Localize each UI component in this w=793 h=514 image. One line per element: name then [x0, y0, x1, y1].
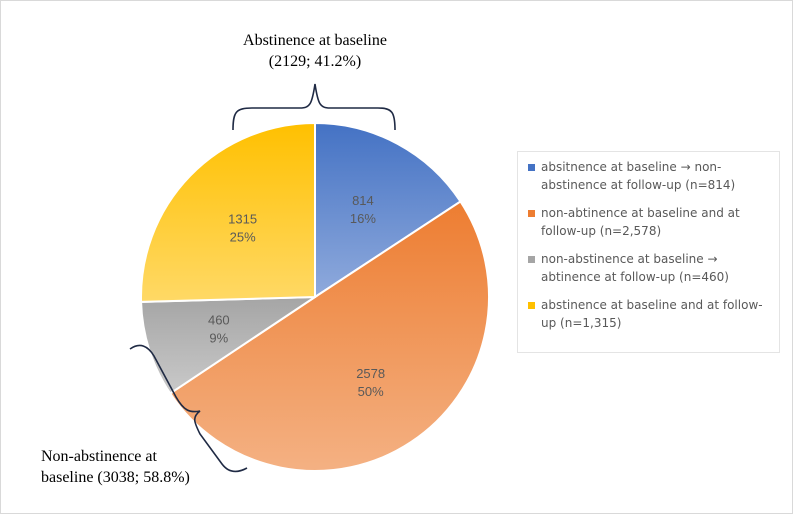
slice-percent-label: 16%	[350, 211, 376, 226]
legend-item: absitnence at baseline → non-abstinence …	[528, 158, 773, 194]
bottom-bracket-annotation: Non-abstinence at baseline (3038; 58.8%)	[41, 344, 248, 486]
legend-item: abstinence at baseline and at follow-up …	[528, 296, 773, 332]
slice-value-label: 2578	[356, 366, 385, 381]
top-brace	[232, 83, 396, 131]
legend: absitnence at baseline → non-abstinence …	[517, 151, 780, 353]
legend-label: non-abstinence at baseline → abtinence a…	[541, 252, 729, 284]
legend-item: non-abstinence at baseline → abtinence a…	[528, 250, 773, 286]
slice-value-label: 814	[352, 193, 374, 208]
top-bracket-annotation: Abstinence at baseline (2129; 41.2%)	[232, 32, 396, 131]
slice-value-label: 460	[208, 313, 230, 328]
slice-value-label: 1315	[228, 212, 257, 227]
top-annotation-line1: Abstinence at baseline	[243, 32, 387, 49]
slice-absitnence-to-non-abstinence	[314, 121, 462, 299]
bottom-brace	[129, 344, 248, 473]
legend-label: absitnence at baseline → non-abstinence …	[541, 160, 736, 192]
legend-label: abstinence at baseline and at follow-up …	[541, 298, 763, 330]
pie-data-labels: 814 16% 2578 50% 460 9% 1315 25%	[208, 193, 385, 399]
slice-abstinence-both	[140, 121, 316, 303]
legend-label: non-abtinence at baseline and at follow-…	[541, 206, 740, 238]
legend-swatch	[528, 302, 535, 309]
legend-swatch	[528, 164, 535, 171]
slice-percent-label: 50%	[358, 384, 384, 399]
slice-non-abstinence-both	[168, 200, 490, 472]
legend-swatch	[528, 210, 535, 217]
bottom-annotation-line1: Non-abstinence at	[41, 448, 158, 465]
legend-item: non-abtinence at baseline and at follow-…	[528, 204, 773, 240]
top-annotation-line2: (2129; 41.2%)	[269, 53, 361, 70]
pie-slices	[140, 121, 490, 472]
bottom-annotation-line2: baseline (3038; 58.8%)	[41, 469, 190, 486]
slice-percent-label: 25%	[230, 230, 256, 245]
legend-swatch	[528, 256, 535, 263]
slice-percent-label: 9%	[209, 331, 228, 346]
